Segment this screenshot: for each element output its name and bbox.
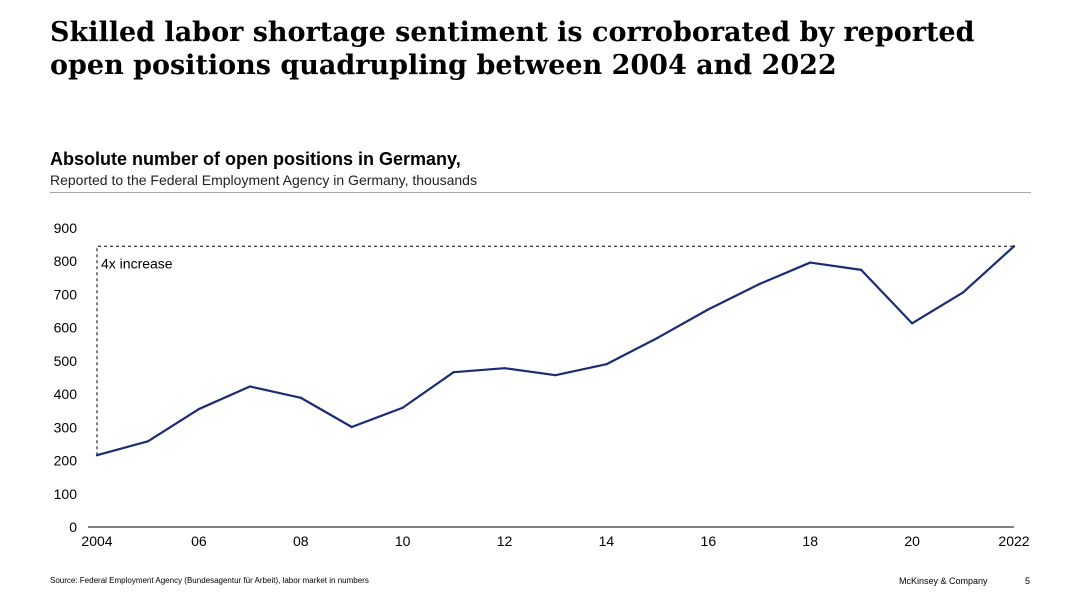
data-point [146, 440, 150, 443]
y-tick-label: 500 [54, 353, 78, 369]
data-point [707, 308, 710, 311]
data-point [656, 336, 659, 340]
x-tick-label: 2022 [998, 533, 1029, 549]
annotation-label: 4x increase [101, 255, 173, 271]
slide-title-line-1: Skilled labor shortage sentiment is corr… [50, 17, 975, 48]
data-point [299, 396, 302, 399]
chart-title: Absolute number of open positions in Ger… [50, 149, 461, 169]
data-point [95, 454, 99, 457]
x-tick-label: 08 [293, 533, 309, 549]
data-point [197, 407, 200, 411]
y-tick-label: 400 [54, 386, 78, 402]
x-tick-label: 20 [904, 533, 920, 549]
increase-bracket [96, 245, 1014, 456]
slide-title-line-2: open positions quadrupling between 2004 … [50, 50, 837, 81]
x-tick-label: 2004 [81, 533, 112, 549]
header-divider [50, 192, 1031, 193]
data-point [401, 406, 404, 409]
x-tick-label: 06 [191, 533, 207, 549]
x-tick-label: 16 [701, 533, 717, 549]
data-point [961, 291, 965, 294]
y-tick-label: 100 [54, 486, 78, 502]
data-point [248, 385, 251, 388]
x-tick-label: 14 [599, 533, 615, 549]
y-tick-label: 900 [54, 220, 78, 236]
y-tick-label: 600 [54, 320, 78, 336]
x-tick-label: 18 [802, 533, 818, 549]
x-tick-label: 12 [497, 533, 513, 549]
brand-name: McKinsey & Company [899, 576, 988, 586]
data-point [452, 371, 455, 374]
page-number: 5 [1025, 576, 1031, 586]
data-point [350, 425, 353, 429]
y-tick-label: 300 [54, 419, 78, 435]
y-tick-label: 0 [69, 519, 77, 535]
data-point [809, 261, 812, 264]
chart-subtitle: Reported to the Federal Employment Agenc… [50, 172, 477, 188]
data-point [1012, 245, 1016, 248]
data-point [554, 374, 557, 377]
data-point [605, 363, 608, 366]
slide-title: Skilled labor shortage sentiment is corr… [50, 16, 1030, 82]
y-tick-label: 800 [54, 253, 78, 269]
y-tick-label: 200 [54, 453, 78, 469]
source-note: Source: Federal Employment Agency (Bunde… [50, 576, 369, 585]
series-line [95, 245, 1016, 457]
y-tick-label: 700 [54, 286, 78, 302]
data-point [860, 268, 863, 271]
data-point [758, 283, 761, 286]
data-point [911, 322, 914, 325]
x-tick-label: 10 [395, 533, 411, 549]
data-point [503, 367, 506, 370]
